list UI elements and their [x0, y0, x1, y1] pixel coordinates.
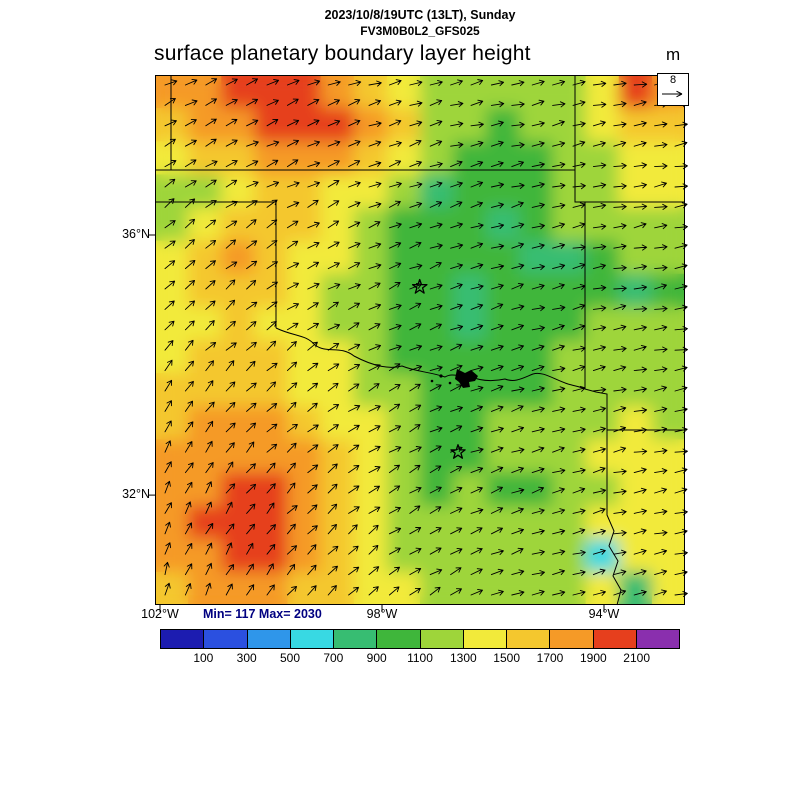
- colorbar-tick-label: 2100: [623, 651, 651, 665]
- colorbar-segment: [377, 630, 421, 648]
- colorbar-segment: [161, 630, 205, 648]
- map-area: 8: [148, 73, 689, 612]
- map-frame: [155, 75, 685, 605]
- wind-arrows-layer: [163, 78, 688, 598]
- colorbar-segment: [507, 630, 551, 648]
- colorbar-segment: [420, 630, 464, 648]
- chart-title: surface planetary boundary layer height: [154, 42, 531, 65]
- units-label: m: [666, 45, 681, 64]
- colorbar-segment: [204, 630, 248, 648]
- axis-ticks: [148, 234, 605, 612]
- colorbar-segment: [636, 630, 679, 648]
- lon-tick-label: 98°W: [366, 607, 398, 621]
- lat-tick-label: 32°N: [122, 487, 150, 502]
- model-heading: FV3M0B0L2_GFS025: [360, 24, 480, 38]
- wind-reference-box: 8: [657, 73, 689, 106]
- min-max-label: Min= 117 Max= 2030: [203, 607, 322, 621]
- datetime-heading: 2023/10/8/19UTC (13LT), Sunday: [324, 8, 516, 22]
- colorbar-tick-label: 900: [366, 651, 387, 665]
- colorbar-segment: [290, 630, 334, 648]
- colorbar: [160, 629, 680, 649]
- pbl-height-field: [155, 75, 685, 605]
- colorbar-segment: [550, 630, 594, 648]
- city-star-markers: [411, 278, 466, 459]
- wind-reference-arrow-icon: [662, 90, 683, 98]
- colorbar-tick-label: 1700: [536, 651, 564, 665]
- forecast-map: [148, 75, 688, 612]
- colorbar-tick-label: 1500: [493, 651, 521, 665]
- colorbar-tick-label: 300: [236, 651, 257, 665]
- lon-tick-label: 94°W: [588, 607, 620, 621]
- colorbar-tick-label: 1100: [407, 651, 433, 665]
- star-marker: [411, 278, 428, 294]
- colorbar-segment: [463, 630, 507, 648]
- lat-tick-label: 36°N: [122, 226, 150, 241]
- colorbar-tick-label: 700: [323, 651, 344, 665]
- colorbar-tick-label: 1300: [449, 651, 477, 665]
- colorbar-segment: [334, 630, 378, 648]
- star-marker: [450, 444, 466, 459]
- colorbar-segment: [247, 630, 291, 648]
- colorbar-tick-label: 1900: [579, 651, 607, 665]
- colorbar-tick-label: 500: [279, 651, 301, 665]
- wind-reference-value: 8: [669, 74, 677, 86]
- lon-tick-label: 102°W: [141, 607, 179, 621]
- colorbar-tick-label: 100: [193, 651, 214, 665]
- colorbar-segment: [593, 630, 637, 648]
